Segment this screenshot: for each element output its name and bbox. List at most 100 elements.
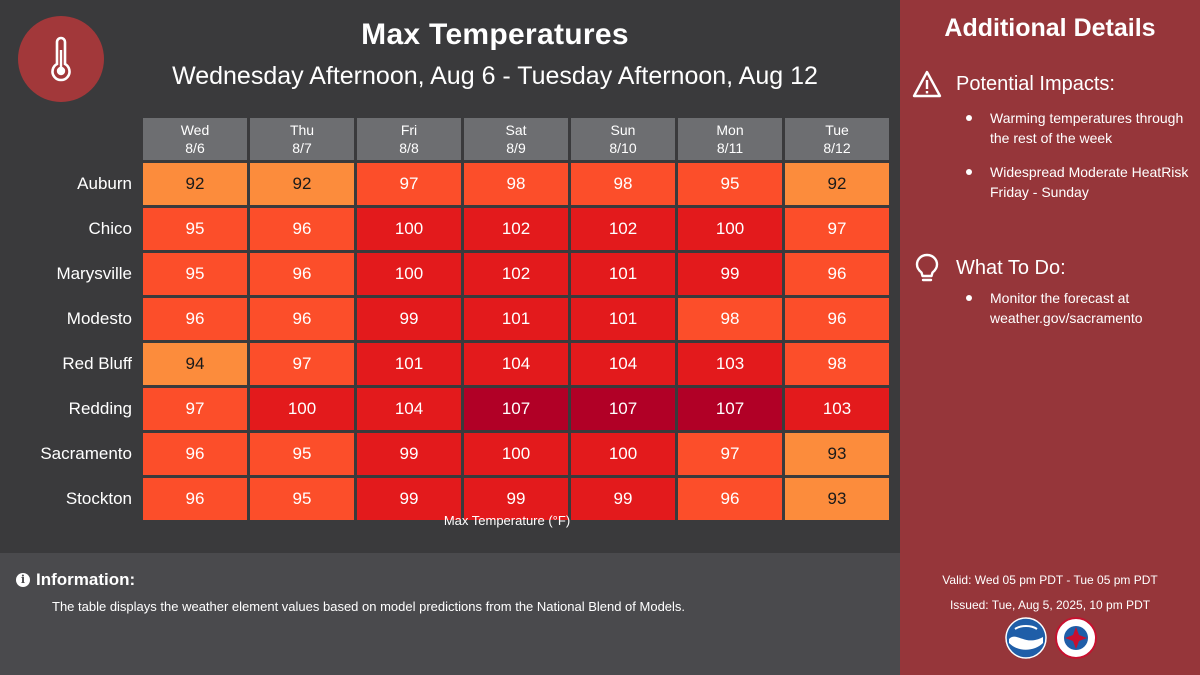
temperature-cell: 95 [143,208,247,253]
city-label: Redding [23,388,140,433]
temperature-cell: 104 [571,343,675,388]
temperature-cell: 93 [785,433,889,478]
table-row: Marysville 95 96 100 102 101 99 96 [23,253,889,298]
table-body: Auburn 92 92 97 98 98 95 92 Chico 95 96 100 102 102 10… [23,160,889,523]
temperature-cell: 100 [250,388,354,433]
day-header: Tue 8/12 [785,118,889,160]
day-name: Fri [400,122,418,138]
page-title: Max Temperatures [361,18,629,51]
temperature-cell: 99 [357,478,461,523]
day-header: Mon 8/11 [678,118,782,160]
temperature-cell: 99 [678,253,782,298]
temperature-cell: 93 [785,478,889,523]
info-heading: i Information: [16,570,135,590]
valid-time: Valid: Wed 05 pm PDT - Tue 05 pm PDT [942,573,1158,587]
temperature-cell: 96 [250,298,354,343]
details-panel: Additional Details Potential Impacts: Wa… [900,0,1200,675]
impacts-heading-label: Potential Impacts: [956,72,1115,95]
day-date: 8/10 [609,140,637,156]
temperature-cell: 95 [250,433,354,478]
lightbulb-icon [915,253,939,282]
temperature-cell: 98 [464,160,568,208]
temperature-cell: 96 [785,298,889,343]
day-name: Mon [716,122,744,138]
temperature-cell: 96 [785,253,889,298]
temperature-cell: 94 [143,343,247,388]
temperature-cell: 107 [464,388,568,433]
agency-logos [1005,617,1097,659]
table-row: Chico 95 96 100 102 102 100 97 [23,208,889,253]
city-label: Chico [23,208,140,253]
day-header: Thu 8/7 [250,118,354,160]
city-label: Stockton [23,478,140,523]
info-icon: i [16,573,30,587]
table-row: Modesto 96 96 99 101 101 98 96 [23,298,889,343]
city-label: Modesto [23,298,140,343]
temperature-cell: 101 [357,343,461,388]
temperature-cell: 96 [678,478,782,523]
temperature-cell: 99 [357,298,461,343]
temperature-cell: 95 [143,253,247,298]
day-date: 8/7 [292,140,312,156]
temperature-cell: 96 [143,433,247,478]
temperature-cell: 102 [464,208,568,253]
day-header: Wed 8/6 [143,118,247,160]
todo-heading: What To Do: [912,252,1066,284]
info-heading-label: Information: [36,570,136,589]
temperature-cell: 96 [143,298,247,343]
info-text: The table displays the weather element v… [52,599,686,614]
impacts-list: Warming temperatures through the rest of… [962,108,1192,216]
temperature-table: Wed 8/6 Thu 8/7 Fri 8/8 Sat 8/9 Sun 8/10 Mon 8… [20,118,892,523]
temperature-cell: 97 [357,160,461,208]
temperature-cell: 103 [785,388,889,433]
temperature-cell: 98 [571,160,675,208]
temperature-cell: 100 [678,208,782,253]
page-subtitle: Wednesday Afternoon, Aug 6 - Tuesday Aft… [172,62,818,90]
warning-icon [912,70,942,98]
temperature-cell: 104 [464,343,568,388]
temperature-cell: 92 [143,160,247,208]
temperature-cell: 107 [571,388,675,433]
temperature-cell: 92 [785,160,889,208]
temperature-cell: 101 [571,253,675,298]
thermometer-icon [51,36,71,82]
day-header: Sun 8/10 [571,118,675,160]
temperature-cell: 102 [571,208,675,253]
table-corner [23,118,140,160]
city-label: Sacramento [23,433,140,478]
temperature-cell: 107 [678,388,782,433]
temperature-cell: 97 [678,433,782,478]
temperature-cell: 92 [250,160,354,208]
thermometer-badge [18,16,104,102]
temperature-cell: 104 [357,388,461,433]
nws-logo [1055,617,1097,659]
temperature-cell: 97 [785,208,889,253]
temperature-cell: 103 [678,343,782,388]
temperature-cell: 97 [143,388,247,433]
day-date: 8/8 [399,140,419,156]
impact-item: Widespread Moderate HeatRisk Friday - Su… [962,162,1192,202]
temperature-cell: 96 [250,208,354,253]
temperature-cell: 101 [571,298,675,343]
temperature-cell: 99 [464,478,568,523]
city-label: Auburn [23,160,140,208]
temperature-cell: 99 [571,478,675,523]
todo-heading-label: What To Do: [956,256,1066,279]
todo-item: Monitor the forecast at weather.gov/sacr… [962,288,1192,328]
table-row: Sacramento 96 95 99 100 100 97 93 [23,433,889,478]
day-name: Sun [610,122,636,138]
table-row: Auburn 92 92 97 98 98 95 92 [23,160,889,208]
temperature-cell: 95 [678,160,782,208]
temperature-cell: 98 [678,298,782,343]
temperature-cell: 95 [250,478,354,523]
issued-time: Issued: Tue, Aug 5, 2025, 10 pm PDT [949,598,1151,612]
day-date: 8/9 [506,140,526,156]
temperature-cell: 100 [571,433,675,478]
temperature-cell: 101 [464,298,568,343]
city-label: Marysville [23,253,140,298]
temperature-cell: 100 [464,433,568,478]
noaa-logo [1005,617,1047,659]
day-date: 8/6 [185,140,205,156]
day-name: Thu [289,122,315,138]
axis-label: Max Temperature (°F) [443,513,571,528]
